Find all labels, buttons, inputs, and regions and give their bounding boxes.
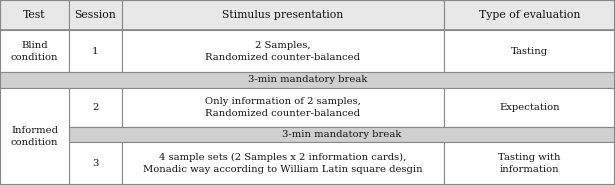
Text: Tasting: Tasting [511,47,548,56]
Bar [122,88,444,127]
Bar [0,0,69,30]
Text: Test: Test [23,10,46,20]
Bar [0,88,69,185]
Text: Tasting with
information: Tasting with information [498,153,561,174]
Bar [0,72,615,88]
Bar [444,0,615,30]
Text: Expectation: Expectation [499,103,560,112]
Bar [444,30,615,72]
Text: Blind
condition: Blind condition [10,41,58,62]
Text: Session: Session [74,10,116,20]
Text: Informed
condition: Informed condition [10,126,58,147]
Text: 3: 3 [92,159,98,168]
Bar [444,142,615,185]
Bar [69,30,122,72]
Text: Type of evaluation: Type of evaluation [479,10,580,20]
Bar [122,0,444,30]
Bar [444,88,615,127]
Bar [69,0,122,30]
Bar [0,30,69,72]
Bar [122,142,444,185]
Text: Stimulus presentation: Stimulus presentation [222,10,344,20]
Text: Only information of 2 samples,
Randomized counter-balanced: Only information of 2 samples, Randomize… [205,97,361,118]
Text: 1: 1 [92,47,98,56]
Text: 4 sample sets (2 Samples x 2 information cards),
Monadic way according to Willia: 4 sample sets (2 Samples x 2 information… [143,153,423,174]
Bar [69,127,615,142]
Text: 2 Samples,
Randomized counter-balanced: 2 Samples, Randomized counter-balanced [205,41,360,62]
Text: 3-min mandatory break: 3-min mandatory break [248,75,367,84]
Bar [122,30,444,72]
Text: 2: 2 [92,103,98,112]
Bar [69,142,122,185]
Text: 3-min mandatory break: 3-min mandatory break [282,130,402,139]
Bar [69,88,122,127]
